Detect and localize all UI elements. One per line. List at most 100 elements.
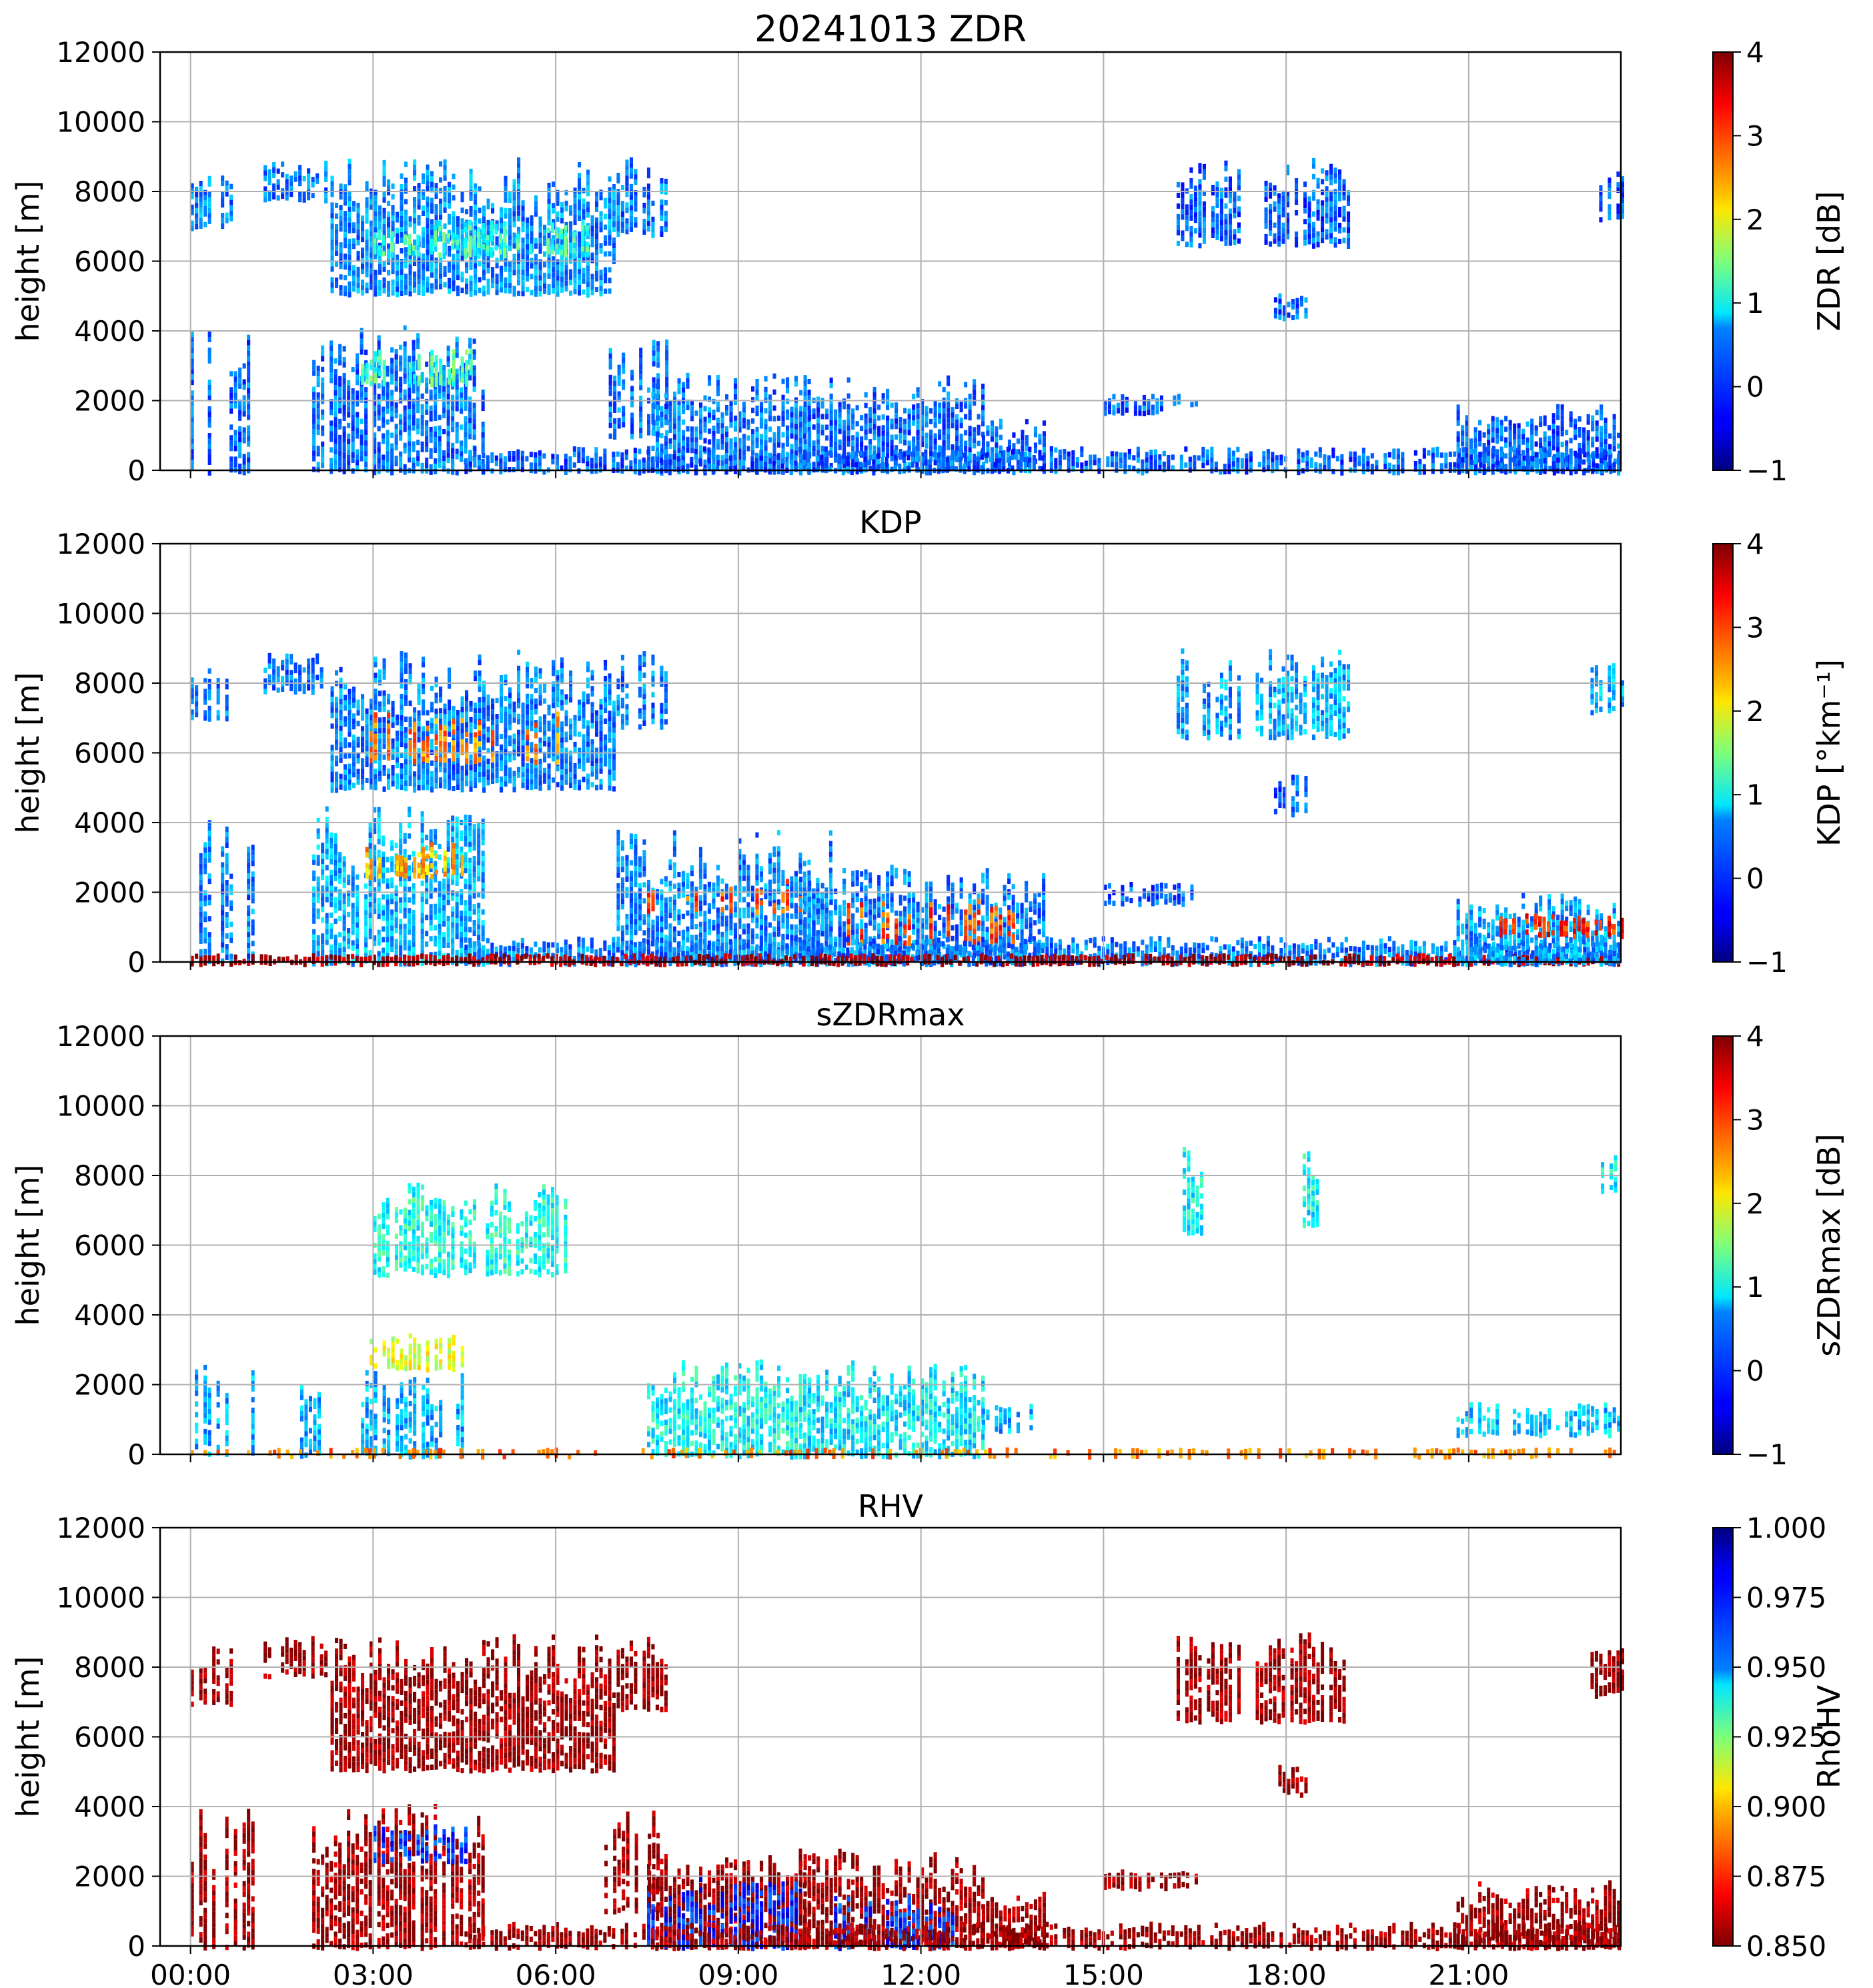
- heatmap-cell: [651, 408, 655, 414]
- heatmap-cell: [585, 231, 589, 236]
- heatmap-cell: [382, 181, 386, 187]
- heatmap-cell: [316, 376, 320, 382]
- heatmap-cell: [1347, 243, 1351, 249]
- heatmap-cell: [572, 254, 576, 260]
- heatmap-cell: [673, 408, 677, 413]
- heatmap-cell: [586, 266, 590, 272]
- heatmap-cell: [425, 462, 429, 468]
- heatmap-cell: [629, 194, 633, 200]
- heatmap-cell: [526, 228, 530, 233]
- heatmap-cell: [1338, 195, 1342, 201]
- heatmap-cell: [995, 458, 999, 464]
- heatmap-cell: [416, 234, 420, 240]
- heatmap-cell: [460, 367, 464, 373]
- heatmap-cell: [1264, 185, 1268, 191]
- heatmap-cell: [229, 446, 233, 452]
- heatmap-cell: [1202, 163, 1206, 169]
- heatmap-cell: [990, 420, 994, 426]
- heatmap-cell: [542, 453, 546, 459]
- heatmap-cell: [694, 410, 698, 416]
- heatmap-cell: [321, 350, 325, 356]
- heatmap-cell: [503, 237, 507, 243]
- heatmap-cell: [422, 173, 426, 179]
- heatmap-cell: [1141, 459, 1145, 465]
- heatmap-cell: [1456, 447, 1460, 453]
- heatmap-cell: [759, 466, 763, 472]
- heatmap-cell: [1237, 174, 1241, 180]
- heatmap-cell: [430, 288, 434, 294]
- heatmap-cell: [622, 422, 626, 428]
- heatmap-cell: [964, 382, 968, 388]
- heatmap-cell: [404, 199, 408, 205]
- heatmap-cell: [990, 447, 994, 453]
- heatmap-cell: [612, 452, 616, 457]
- heatmap-cell: [521, 280, 525, 286]
- heatmap-cell: [834, 446, 838, 452]
- heatmap-cell: [526, 223, 530, 228]
- heatmap-cell: [573, 268, 577, 274]
- heatmap-cell: [1291, 315, 1295, 320]
- heatmap-cell: [391, 226, 395, 232]
- heatmap-cell: [1282, 310, 1286, 316]
- heatmap-cell: [1329, 222, 1333, 228]
- heatmap-cell: [656, 410, 660, 416]
- heatmap-cell: [442, 466, 446, 472]
- heatmap-cell: [430, 382, 434, 388]
- heatmap-cell: [1461, 441, 1465, 447]
- heatmap-cell: [1211, 217, 1215, 222]
- heatmap-cell: [780, 468, 784, 474]
- heatmap-cell: [465, 376, 469, 382]
- heatmap-cell: [482, 286, 486, 292]
- heatmap-cell: [413, 202, 417, 207]
- heatmap-cell: [408, 404, 412, 410]
- heatmap-cell: [1307, 233, 1311, 239]
- heatmap-cell: [426, 228, 430, 234]
- heatmap-cell: [1604, 466, 1608, 472]
- heatmap-cell: [387, 179, 391, 185]
- heatmap-cell: [377, 463, 381, 469]
- heatmap-cell: [442, 237, 446, 243]
- heatmap-cell: [639, 358, 643, 364]
- heatmap-cell: [569, 290, 573, 296]
- heatmap-cell: [999, 434, 1003, 440]
- heatmap-cell: [742, 465, 746, 471]
- heatmap-cell: [312, 408, 316, 414]
- heatmap-cell: [868, 418, 872, 424]
- heatmap-cell: [195, 696, 199, 702]
- heatmap-cell: [1592, 462, 1596, 468]
- heatmap-cell: [335, 245, 339, 251]
- heatmap-cell: [854, 451, 858, 457]
- heatmap-cell: [460, 387, 464, 393]
- heatmap-cell: [1193, 460, 1197, 466]
- heatmap-cell: [973, 454, 977, 460]
- heatmap-cell: [920, 404, 924, 410]
- heatmap-cell: [995, 448, 999, 454]
- heatmap-cell: [963, 468, 967, 474]
- heatmap-cell: [999, 424, 1003, 430]
- heatmap-cell: [443, 185, 447, 191]
- heatmap-cell: [1620, 213, 1624, 219]
- heatmap-cell: [1547, 436, 1551, 442]
- heatmap-cell: [195, 213, 199, 219]
- heatmap-cell: [455, 379, 459, 385]
- heatmap-cell: [344, 221, 348, 227]
- heatmap-cell: [348, 169, 352, 175]
- heatmap-cell: [543, 235, 547, 241]
- heatmap-cell: [903, 429, 907, 435]
- heatmap-cell: [1608, 209, 1612, 215]
- heatmap-cell: [482, 464, 486, 470]
- heatmap-cell: [794, 466, 798, 472]
- heatmap-cell: [1487, 424, 1491, 430]
- heatmap-cell: [1233, 229, 1237, 235]
- heatmap-cell: [772, 432, 776, 438]
- heatmap-cell: [434, 263, 438, 269]
- heatmap-cell: [768, 400, 772, 406]
- heatmap-cell: [434, 366, 438, 372]
- heatmap-cell: [1224, 192, 1228, 198]
- heatmap-cell: [377, 410, 381, 416]
- heatmap-cell: [543, 229, 547, 235]
- heatmap-cell: [1167, 455, 1171, 460]
- heatmap-cell: [330, 356, 334, 362]
- heatmap-cell: [490, 252, 494, 258]
- heatmap-cell: [1531, 450, 1535, 456]
